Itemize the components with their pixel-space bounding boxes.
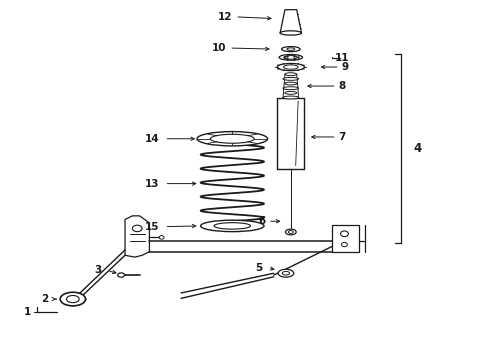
Text: 14: 14 (144, 134, 159, 144)
Ellipse shape (288, 230, 293, 233)
Text: 10: 10 (211, 43, 226, 53)
Ellipse shape (285, 73, 296, 76)
Ellipse shape (279, 54, 302, 60)
Ellipse shape (200, 220, 264, 231)
Ellipse shape (283, 96, 298, 99)
Text: 12: 12 (217, 12, 232, 22)
Ellipse shape (283, 87, 298, 90)
Polygon shape (125, 216, 149, 257)
Bar (331, 225, 358, 252)
Text: 11: 11 (334, 53, 348, 63)
Ellipse shape (60, 292, 85, 306)
Ellipse shape (281, 46, 300, 51)
Ellipse shape (132, 225, 142, 231)
Text: 2: 2 (41, 294, 48, 304)
Ellipse shape (284, 55, 297, 59)
Text: 8: 8 (338, 81, 345, 91)
Text: 4: 4 (413, 142, 421, 155)
Ellipse shape (285, 229, 296, 235)
Text: 7: 7 (338, 132, 345, 142)
Ellipse shape (340, 231, 347, 237)
Ellipse shape (280, 31, 301, 35)
Ellipse shape (214, 223, 250, 229)
Ellipse shape (341, 242, 346, 247)
Ellipse shape (286, 48, 294, 50)
Text: 13: 13 (144, 179, 159, 189)
Ellipse shape (285, 91, 296, 94)
Text: 15: 15 (144, 222, 159, 231)
Ellipse shape (283, 65, 298, 69)
Text: 1: 1 (24, 307, 31, 316)
Ellipse shape (282, 271, 289, 275)
Ellipse shape (277, 63, 304, 71)
Ellipse shape (118, 273, 124, 277)
Ellipse shape (159, 235, 163, 239)
Polygon shape (280, 10, 301, 33)
Text: 6: 6 (258, 216, 265, 226)
Text: 9: 9 (341, 62, 348, 72)
Text: 5: 5 (255, 263, 262, 273)
Ellipse shape (285, 82, 296, 85)
Ellipse shape (283, 77, 298, 80)
Ellipse shape (278, 269, 293, 277)
Text: 3: 3 (94, 265, 102, 275)
Ellipse shape (210, 134, 254, 143)
Ellipse shape (197, 132, 267, 146)
Ellipse shape (66, 296, 79, 303)
